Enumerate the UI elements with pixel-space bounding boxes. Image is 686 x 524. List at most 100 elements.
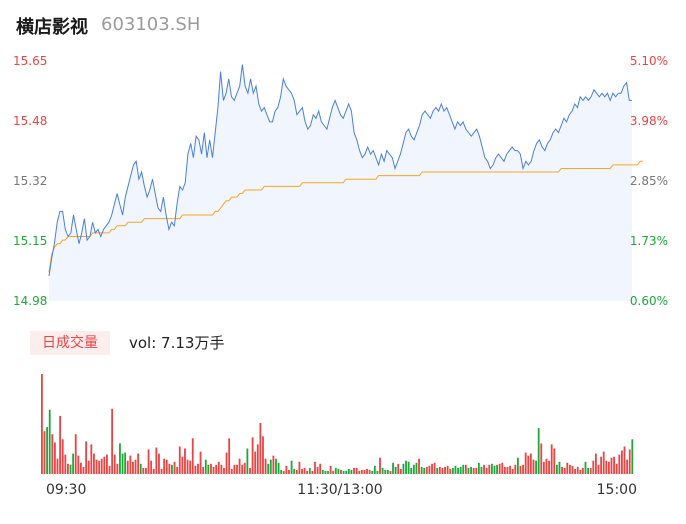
volume-bar bbox=[490, 463, 493, 474]
x-axis: 09:30 11:30/13:00 15:00 bbox=[46, 482, 637, 498]
volume-bar bbox=[256, 444, 259, 474]
volume-bar bbox=[477, 462, 480, 474]
volume-bar bbox=[579, 469, 582, 474]
volume-bar bbox=[316, 466, 319, 474]
volume-bar bbox=[181, 456, 184, 474]
volume-bar bbox=[488, 464, 491, 474]
volume-bar bbox=[69, 464, 72, 474]
volume-bar bbox=[176, 466, 179, 474]
volume-bar bbox=[171, 464, 173, 474]
volume-bar bbox=[215, 464, 218, 474]
volume-bar bbox=[147, 449, 150, 474]
volume-bar bbox=[301, 468, 303, 474]
volume-bar bbox=[321, 469, 324, 474]
volume-bar bbox=[498, 463, 501, 474]
volume-bar bbox=[126, 460, 129, 474]
volume-bar bbox=[615, 463, 618, 474]
volume-bar bbox=[444, 466, 446, 474]
avg-price-line bbox=[48, 160, 643, 273]
volume-bar bbox=[457, 467, 459, 474]
volume-bar bbox=[594, 453, 597, 474]
volume-bar bbox=[155, 447, 158, 474]
volume-bar bbox=[537, 428, 540, 474]
volume-bar bbox=[527, 455, 530, 474]
volume-badge[interactable]: 日成交量 bbox=[30, 331, 110, 355]
volume-bar bbox=[236, 464, 238, 474]
volume-bar bbox=[605, 460, 608, 474]
volume-bar bbox=[264, 458, 267, 474]
volume-bar bbox=[132, 461, 134, 474]
volume-bar bbox=[363, 469, 366, 474]
volume-bar bbox=[80, 462, 82, 474]
volume-bar bbox=[277, 462, 280, 474]
volume-bar bbox=[72, 453, 75, 474]
volume-bar bbox=[589, 467, 592, 474]
volume-bar bbox=[467, 467, 470, 474]
volume-bar bbox=[251, 437, 254, 474]
volume-bar bbox=[576, 466, 579, 474]
volume-bar bbox=[103, 456, 106, 474]
volume-bar bbox=[332, 470, 335, 474]
volume-bar bbox=[555, 464, 558, 474]
volume-bar bbox=[319, 463, 322, 474]
volume-bar bbox=[542, 461, 545, 474]
volume-bar bbox=[217, 461, 220, 474]
volume-bar bbox=[550, 444, 553, 474]
y-right-tick-label: 2.85% bbox=[630, 174, 668, 188]
volume-bar bbox=[246, 448, 249, 474]
volume-bar bbox=[259, 423, 262, 474]
volume-bar bbox=[340, 469, 342, 474]
volume-bar bbox=[54, 442, 56, 474]
volume-bar bbox=[360, 469, 363, 474]
volume-bar bbox=[438, 466, 441, 474]
volume-bar bbox=[202, 466, 205, 474]
volume-bar bbox=[225, 452, 228, 474]
stock-name: 横店影视 bbox=[16, 17, 88, 38]
x-tick-midday: 11:30/13:00 bbox=[297, 482, 382, 498]
volume-bar bbox=[178, 446, 181, 474]
volume-bar bbox=[485, 467, 488, 474]
volume-bar bbox=[415, 462, 418, 474]
volume-bar bbox=[85, 441, 88, 474]
volume-bar bbox=[532, 459, 535, 474]
volume-bar bbox=[561, 466, 563, 474]
volume-bar bbox=[496, 464, 498, 474]
volume-bar bbox=[314, 461, 316, 474]
volume-bar bbox=[462, 464, 465, 474]
volume-bar bbox=[95, 459, 98, 474]
volume-bar bbox=[334, 467, 337, 474]
y-axis-left: 15.65 15.48 15.32 15.15 14.98 bbox=[13, 54, 47, 308]
volume-bar bbox=[618, 454, 621, 474]
volume-bar bbox=[61, 439, 64, 474]
volume-bar bbox=[519, 465, 522, 474]
y-left-tick-label: 15.15 bbox=[13, 234, 47, 248]
price-lines bbox=[48, 64, 643, 276]
volume-bar bbox=[254, 451, 257, 474]
volume-bar bbox=[173, 461, 176, 474]
y-axis-right: 5.10% 3.98% 2.85% 1.73% 0.60% bbox=[630, 54, 668, 308]
volume-bar bbox=[342, 470, 345, 474]
volume-bar bbox=[597, 464, 600, 474]
volume-bar bbox=[93, 453, 95, 474]
volume-bar bbox=[568, 464, 571, 474]
volume-bar bbox=[540, 443, 543, 474]
volume-bar bbox=[150, 460, 153, 474]
volume-bar bbox=[186, 459, 189, 474]
volume-bar bbox=[592, 460, 595, 474]
y-left-tick-label: 14.98 bbox=[13, 294, 47, 308]
volume-bar bbox=[191, 438, 194, 474]
price-line bbox=[48, 64, 632, 276]
volume-bar bbox=[373, 465, 376, 474]
y-right-tick-label: 5.10% bbox=[630, 54, 668, 68]
volume-bar bbox=[509, 465, 511, 474]
volume-bar bbox=[241, 464, 244, 474]
x-tick-open: 09:30 bbox=[46, 482, 86, 498]
volume-bar bbox=[345, 470, 348, 474]
volume-bar bbox=[511, 468, 514, 474]
volume-bar bbox=[249, 467, 251, 474]
volume-bar bbox=[626, 459, 629, 474]
volume-bar bbox=[425, 466, 428, 474]
volume-bar bbox=[48, 409, 51, 474]
volume-bar bbox=[46, 427, 49, 474]
